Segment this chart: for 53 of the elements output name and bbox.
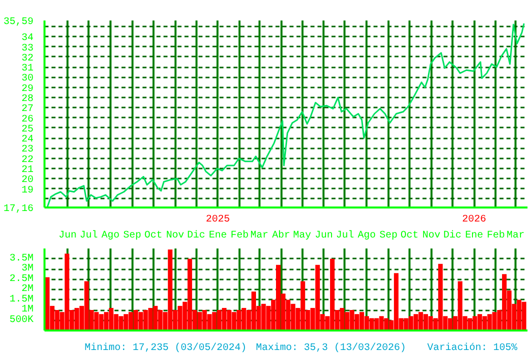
y-tick-label: 34 [22,33,34,44]
x-tick-label: Jul [336,230,354,242]
y-tick-label: 500K [9,314,34,326]
y-tick-label: 22 [22,154,34,166]
x-tick-label: Dic [443,230,462,242]
x-tick-label: Ago [101,230,120,242]
x-tick-label: Abr [272,230,290,242]
y-tick-label: 31 [22,64,34,75]
x-tick-label: Ago [358,230,376,242]
text: Minimo: 17,235 (03/05/2024) [84,342,247,354]
x-tick-label: Sep [379,230,398,242]
x-tick-label: Oct [144,230,162,242]
y-tick-label: 27 [22,104,34,116]
x-tick-label: Ene [465,230,484,242]
x-tick-label: Ene [208,230,227,242]
x-tick-label: Oct [400,230,419,242]
y-tick-label: 24 [22,134,34,146]
x-tick-label: Feb [230,230,249,242]
x-tick-label: May [293,230,312,242]
y-tick-label: 1.5M [9,294,34,306]
x-tick-label: Nov [166,230,184,242]
x-tick-label: Nov [422,230,440,242]
text: 2025 [206,214,230,226]
y-tick-label: 30 [22,74,34,85]
x-tick-label: Jun [58,230,77,242]
text: Maximo: 35,3 (13/03/2026) [256,342,406,354]
x-tick-label: Jun [314,230,333,242]
x-tick-label: Feb [486,230,505,242]
y-tick-label: 26 [22,114,34,126]
line-series [46,22,525,208]
y-tick-label: 23 [22,144,34,156]
text: Variación: 105% [427,342,518,354]
y-tick-label: 2M [22,284,34,295]
y-tick-label: 33 [22,43,34,54]
text: 2026 [462,214,486,226]
y-tick-label: 29 [22,84,34,95]
y-tick-label: 3M [22,264,34,274]
y-tick-label: 21 [22,165,34,176]
y-tick-label: 2.5M [9,274,34,285]
x-tick-label: Jul [80,230,98,242]
y-tick-label: 25 [22,124,34,136]
y-tick-label: 19 [22,185,34,196]
y-tick-label: 35,59 [3,17,34,28]
y-tick-label: 1M [22,304,34,316]
y-tick-label: 20 [22,175,34,186]
y-tick-label: 32 [22,53,34,64]
y-tick-label: 3.5M [9,253,34,264]
x-tick-label: Sep [123,230,142,242]
y-tick-label: 28 [22,94,34,106]
x-tick-label: Mar [250,230,268,242]
x-tick-label: Mar [506,230,525,242]
x-tick-label: Dic [187,230,206,242]
y-tick-label: 17,16 [3,204,34,215]
